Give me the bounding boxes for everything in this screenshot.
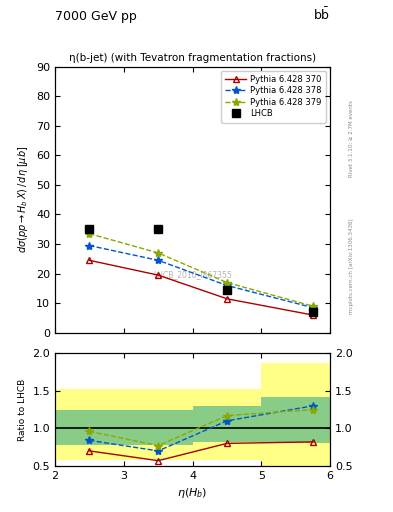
Pythia 6.428 379 (310, 303, 315, 309)
Text: mcplots.cern.ch [arXiv:1306.3436]: mcplots.cern.ch [arXiv:1306.3436] (349, 219, 354, 314)
Line: LHCB: LHCB (85, 225, 317, 316)
Pythia 6.428 378 (156, 257, 161, 263)
Pythia 6.428 378 (310, 305, 315, 311)
LHCB (310, 309, 315, 315)
Title: η(b-jet) (with Tevatron fragmentation fractions): η(b-jet) (with Tevatron fragmentation fr… (69, 53, 316, 63)
Text: LHCB_2010_I867355: LHCB_2010_I867355 (153, 270, 232, 279)
Text: b$\bar{\rm b}$: b$\bar{\rm b}$ (313, 7, 330, 23)
X-axis label: $\eta(H_b)$: $\eta(H_b)$ (177, 486, 208, 500)
Line: Pythia 6.428 378: Pythia 6.428 378 (85, 241, 317, 312)
Pythia 6.428 378 (225, 283, 230, 289)
Y-axis label: Ratio to LHCB: Ratio to LHCB (18, 378, 27, 441)
Pythia 6.428 379 (156, 250, 161, 256)
Pythia 6.428 370 (156, 272, 161, 278)
Pythia 6.428 370 (225, 296, 230, 302)
Text: Rivet 3.1.10; ≥ 2.7M events: Rivet 3.1.10; ≥ 2.7M events (349, 100, 354, 177)
Pythia 6.428 379 (225, 280, 230, 286)
Pythia 6.428 370 (310, 312, 315, 318)
LHCB (156, 226, 161, 232)
Pythia 6.428 378 (87, 243, 92, 249)
Line: Pythia 6.428 370: Pythia 6.428 370 (86, 257, 316, 318)
Pythia 6.428 379 (87, 230, 92, 237)
LHCB (87, 226, 92, 232)
Text: 7000 GeV pp: 7000 GeV pp (55, 10, 137, 23)
Line: Pythia 6.428 379: Pythia 6.428 379 (85, 229, 317, 310)
LHCB (225, 287, 230, 293)
Pythia 6.428 370 (87, 257, 92, 263)
Legend: Pythia 6.428 370, Pythia 6.428 378, Pythia 6.428 379, LHCB: Pythia 6.428 370, Pythia 6.428 378, Pyth… (221, 71, 326, 122)
Y-axis label: $d\sigma(pp\to H_b\,X)\,/\,d\eta\;[\mu b]$: $d\sigma(pp\to H_b\,X)\,/\,d\eta\;[\mu b… (17, 146, 31, 253)
